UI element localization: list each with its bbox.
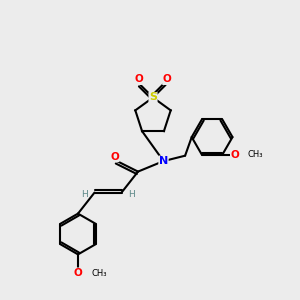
Text: CH₃: CH₃	[92, 268, 107, 278]
Text: O: O	[163, 74, 172, 85]
Text: H: H	[128, 190, 134, 199]
Text: O: O	[230, 150, 239, 160]
Text: O: O	[74, 268, 82, 278]
Text: CH₃: CH₃	[248, 150, 263, 159]
Text: O: O	[134, 74, 143, 85]
Text: O: O	[110, 152, 119, 162]
Text: N: N	[159, 156, 168, 166]
Text: S: S	[149, 92, 157, 103]
Text: H: H	[82, 190, 88, 199]
